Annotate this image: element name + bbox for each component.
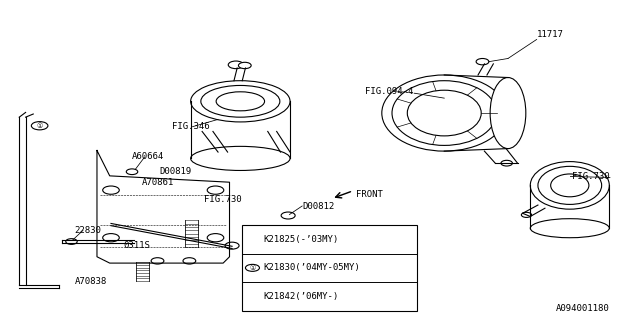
Circle shape bbox=[225, 242, 239, 249]
Ellipse shape bbox=[407, 90, 481, 136]
Text: ①: ① bbox=[36, 123, 43, 129]
Text: 11717: 11717 bbox=[537, 30, 564, 39]
Circle shape bbox=[228, 61, 244, 69]
Circle shape bbox=[239, 62, 251, 69]
Circle shape bbox=[207, 186, 224, 194]
Text: ①: ① bbox=[250, 265, 255, 271]
Bar bbox=[243, 225, 417, 311]
Text: 0311S: 0311S bbox=[124, 241, 150, 250]
Ellipse shape bbox=[191, 81, 290, 122]
Circle shape bbox=[207, 234, 224, 242]
Circle shape bbox=[126, 169, 138, 175]
Ellipse shape bbox=[191, 146, 290, 171]
Circle shape bbox=[476, 59, 489, 65]
Ellipse shape bbox=[550, 174, 589, 197]
Circle shape bbox=[183, 258, 196, 264]
Ellipse shape bbox=[490, 77, 526, 148]
Text: FIG.346: FIG.346 bbox=[172, 122, 210, 131]
Text: FIG.730: FIG.730 bbox=[204, 195, 242, 204]
Ellipse shape bbox=[382, 75, 507, 151]
Circle shape bbox=[501, 160, 513, 166]
Text: D00819: D00819 bbox=[159, 167, 191, 176]
Text: K21825(-’03MY): K21825(-’03MY) bbox=[263, 235, 339, 244]
Ellipse shape bbox=[531, 219, 609, 238]
Text: FRONT: FRONT bbox=[356, 190, 383, 199]
Ellipse shape bbox=[201, 85, 280, 117]
Text: A70861: A70861 bbox=[141, 178, 174, 187]
Circle shape bbox=[31, 122, 48, 130]
Text: A60664: A60664 bbox=[132, 152, 164, 161]
Circle shape bbox=[151, 258, 164, 264]
Circle shape bbox=[246, 264, 259, 271]
Text: FIG.094-4: FIG.094-4 bbox=[365, 87, 413, 96]
Text: K21842(’06MY-): K21842(’06MY-) bbox=[263, 292, 339, 301]
Text: FIG.730: FIG.730 bbox=[572, 172, 609, 181]
Circle shape bbox=[102, 186, 119, 194]
Text: A70838: A70838 bbox=[75, 277, 107, 286]
Ellipse shape bbox=[216, 92, 264, 111]
Circle shape bbox=[281, 212, 295, 219]
Ellipse shape bbox=[531, 162, 609, 209]
Text: K21830(’04MY-05MY): K21830(’04MY-05MY) bbox=[263, 263, 360, 272]
Text: A094001180: A094001180 bbox=[556, 304, 609, 313]
Ellipse shape bbox=[538, 166, 602, 204]
Circle shape bbox=[102, 234, 119, 242]
Text: D00812: D00812 bbox=[302, 203, 335, 212]
Ellipse shape bbox=[392, 81, 497, 145]
Circle shape bbox=[522, 212, 532, 217]
Text: 22830: 22830 bbox=[75, 226, 102, 235]
Circle shape bbox=[66, 239, 77, 244]
